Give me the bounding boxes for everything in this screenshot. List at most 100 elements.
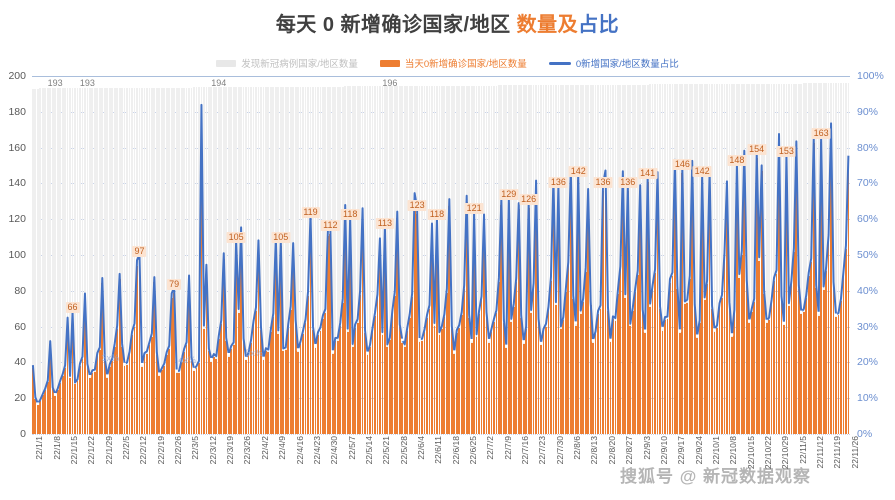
bar-total-countries bbox=[768, 83, 770, 434]
bar-total-countries bbox=[537, 85, 540, 434]
bar-zero-new-count bbox=[845, 249, 847, 434]
bar-zero-new-count bbox=[41, 395, 44, 434]
bar-zero-new-count bbox=[312, 329, 314, 434]
bar-zero-new-count bbox=[686, 302, 689, 434]
bar-zero-new-count bbox=[651, 288, 654, 434]
bar-zero-new-count bbox=[217, 338, 220, 434]
bar-total-countries bbox=[773, 83, 775, 434]
bar-zero-new-count bbox=[314, 347, 317, 434]
bar-zero-new-count bbox=[768, 320, 770, 434]
bar-zero-new-count bbox=[220, 323, 223, 434]
bar-zero-new-count bbox=[319, 330, 322, 434]
line-marker bbox=[539, 341, 543, 345]
bar-zero-new-count bbox=[802, 311, 805, 434]
bar-zero-new-count bbox=[361, 214, 364, 434]
bar-total-countries bbox=[468, 85, 471, 434]
bar-zero-new-count bbox=[636, 274, 639, 434]
bar-zero-new-count bbox=[837, 315, 840, 434]
bar-total-countries bbox=[339, 86, 342, 434]
bar-total-countries bbox=[118, 87, 121, 434]
bar-zero-new-count bbox=[84, 298, 86, 434]
bar-zero-new-count bbox=[160, 370, 163, 434]
bar-total-countries bbox=[284, 86, 287, 434]
bar-total-countries bbox=[562, 85, 565, 434]
bar-total-countries bbox=[183, 87, 185, 434]
bar-zero-new-count bbox=[807, 275, 810, 434]
line-marker bbox=[817, 311, 820, 315]
y-axis-left-tick: 40 bbox=[14, 356, 26, 369]
chart-legend: 发现新冠病例国家/地区数量 当天0新增确诊国家/地区数量 0新增国家/地区数量占… bbox=[0, 56, 895, 70]
x-axis-tick: 22/11/5 bbox=[797, 436, 808, 464]
bar-zero-new-count bbox=[106, 377, 109, 434]
bar-zero-new-count bbox=[661, 330, 664, 434]
bar-total-countries bbox=[386, 86, 389, 434]
bar-total-countries bbox=[185, 87, 188, 434]
bar-zero-new-count bbox=[631, 310, 634, 434]
bar-zero-new-count bbox=[336, 340, 339, 434]
bar-total-countries bbox=[160, 87, 163, 434]
bar-zero-new-count bbox=[237, 312, 240, 434]
bar-total-countries bbox=[116, 87, 119, 434]
bar-zero-new-count bbox=[398, 327, 401, 434]
bar-zero-new-count bbox=[146, 353, 148, 434]
bar-total-countries bbox=[237, 87, 240, 434]
bar-zero-new-count bbox=[111, 361, 114, 434]
bar-zero-new-count bbox=[664, 319, 666, 434]
bar-zero-new-count bbox=[195, 368, 198, 434]
bar-zero-new-count bbox=[812, 143, 815, 434]
bar-zero-new-count bbox=[250, 343, 252, 434]
bar-zero-new-count bbox=[364, 333, 366, 434]
bar-zero-new-count bbox=[592, 342, 594, 434]
data-label-ratio: 3x% bbox=[101, 353, 120, 364]
bar-zero-new-count bbox=[426, 318, 428, 434]
bar-total-countries bbox=[408, 86, 411, 434]
bar-zero-new-count bbox=[507, 203, 510, 434]
data-label-count: 126 bbox=[519, 194, 539, 206]
bar-zero-new-count bbox=[572, 299, 575, 434]
bar-zero-new-count bbox=[138, 260, 141, 434]
data-label-ratio: 4x% bbox=[178, 354, 196, 365]
bar-total-countries bbox=[336, 86, 339, 434]
bar-zero-new-count bbox=[788, 305, 790, 434]
bar-zero-new-count bbox=[257, 246, 260, 434]
bar-zero-new-count bbox=[101, 283, 104, 434]
bar-zero-new-count bbox=[542, 331, 545, 434]
bar-total-countries bbox=[597, 84, 599, 434]
line-zero-new-ratio bbox=[31, 103, 850, 405]
bar-total-countries bbox=[101, 88, 104, 434]
x-axis-tick: 22/2/19 bbox=[155, 436, 166, 465]
bar-zero-new-count bbox=[287, 327, 290, 434]
bar-zero-new-count bbox=[681, 172, 684, 434]
legend-item-total-countries[interactable]: 发现新冠病例国家/地区数量 bbox=[216, 56, 358, 70]
bar-zero-new-count bbox=[607, 310, 609, 434]
legend-item-zero-new-ratio[interactable]: 0新增国家/地区数量占比 bbox=[548, 56, 679, 70]
bar-total-countries bbox=[644, 84, 647, 434]
bar-zero-new-count bbox=[103, 360, 106, 434]
bar-zero-new-count bbox=[547, 309, 550, 434]
bar-total-countries bbox=[748, 83, 751, 434]
x-axis-tick: 22/10/22 bbox=[762, 436, 773, 470]
bar-zero-new-count bbox=[411, 297, 414, 434]
bar-zero-new-count bbox=[555, 305, 557, 434]
bar-zero-new-count bbox=[69, 377, 71, 434]
line-marker bbox=[210, 357, 213, 361]
bar-zero-new-count bbox=[34, 398, 37, 434]
bar-total-countries bbox=[302, 86, 304, 434]
data-label-count: 136 bbox=[548, 176, 568, 188]
x-axis-tick: 22/6/18 bbox=[450, 436, 461, 465]
page-title: 每天 0 新增确诊国家/地区 数量及占比 bbox=[0, 8, 895, 37]
y-axis-right-tick: 100% bbox=[857, 70, 884, 82]
bar-total-countries bbox=[103, 88, 106, 434]
bar-zero-new-count bbox=[738, 277, 741, 434]
bar-zero-new-count bbox=[564, 292, 567, 434]
line-marker bbox=[366, 351, 369, 355]
bar-zero-new-count bbox=[126, 364, 128, 434]
bar-zero-new-count bbox=[778, 140, 780, 434]
bar-total-countries bbox=[123, 87, 126, 434]
x-axis-tick: 22/6/11 bbox=[433, 436, 444, 464]
legend-item-zero-new-count[interactable]: 当天0新增确诊国家/地区数量 bbox=[379, 56, 527, 70]
legend-label-zero-new-ratio: 0新增国家/地区数量占比 bbox=[575, 59, 679, 70]
data-label-total: 193 bbox=[47, 78, 63, 88]
bar-total-countries bbox=[421, 85, 423, 434]
data-label-total: 193 bbox=[79, 78, 95, 88]
